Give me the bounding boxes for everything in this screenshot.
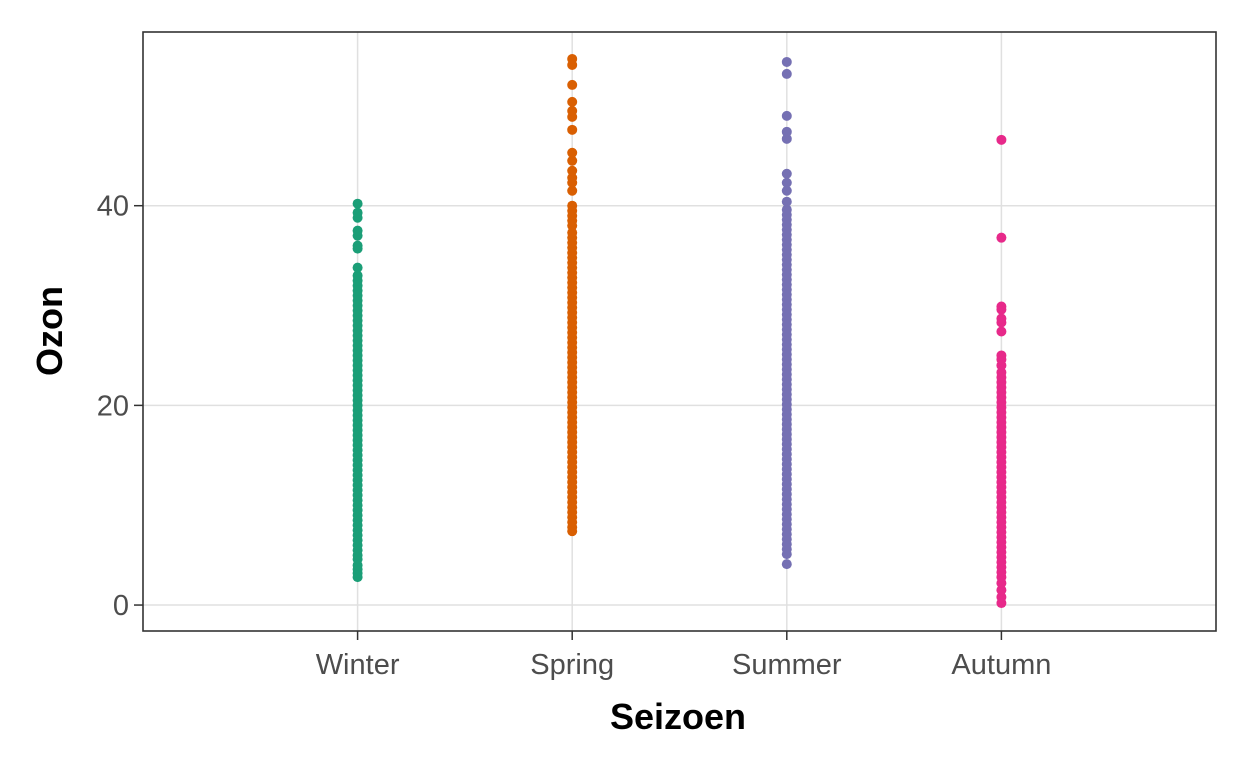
point-spring-78 [567, 53, 578, 64]
point-autumn-51 [996, 313, 1007, 324]
point-autumn-48 [996, 350, 1007, 361]
x-axis-title: Seizoen [610, 696, 746, 737]
point-spring-66 [567, 185, 578, 196]
x-tick-label-winter: Winter [316, 649, 400, 681]
data-points [352, 53, 1007, 609]
point-summer-72 [781, 185, 792, 196]
y-tick-label-2: 40 [97, 191, 129, 223]
point-autumn-45 [996, 367, 1007, 378]
point-winter-64 [352, 240, 363, 251]
axis-ticks [134, 204, 1003, 640]
point-summer-78 [781, 68, 792, 79]
point-summer-75 [781, 133, 792, 144]
point-summer-70 [781, 204, 792, 215]
point-autumn-55 [996, 134, 1007, 145]
panel-background [143, 32, 1216, 631]
x-tick-label-autumn: Autumn [951, 649, 1051, 681]
point-spring-69 [567, 165, 578, 176]
point-summer-0 [781, 559, 792, 570]
x-tick-label-summer: Summer [732, 649, 842, 681]
point-spring-65 [567, 200, 578, 211]
x-tick-labels: Winter Spring Summer Autumn [316, 649, 1052, 681]
point-spring-71 [567, 147, 578, 158]
point-autumn-54 [996, 232, 1007, 243]
point-spring-76 [567, 79, 578, 90]
point-winter-61 [352, 270, 363, 281]
panel-border [142, 31, 1217, 632]
x-tick-label-spring: Spring [530, 649, 614, 681]
point-autumn-2 [996, 585, 1007, 596]
point-winter-62 [352, 262, 363, 273]
point-summer-74 [781, 168, 792, 179]
point-summer-77 [781, 110, 792, 121]
y-tick-label-0: 0 [113, 590, 129, 622]
point-winter-69 [352, 198, 363, 209]
point-winter-68 [352, 207, 363, 218]
point-winter-66 [352, 225, 363, 236]
point-spring-75 [567, 96, 578, 107]
point-summer-71 [781, 196, 792, 207]
y-tick-label-1: 20 [97, 390, 129, 422]
point-summer-79 [781, 56, 792, 67]
point-autumn-49 [996, 326, 1007, 337]
point-spring-68 [567, 172, 578, 183]
point-summer-76 [781, 126, 792, 137]
y-axis-title: Ozon [29, 286, 70, 376]
point-summer-73 [781, 177, 792, 188]
point-spring-72 [567, 124, 578, 135]
point-spring-74 [567, 105, 578, 116]
point-spring-60 [567, 227, 578, 238]
point-autumn-53 [996, 301, 1007, 312]
point-spring-70 [567, 155, 578, 166]
point-autumn-1 [996, 592, 1007, 603]
y-tick-labels: 0 20 40 [97, 191, 129, 622]
